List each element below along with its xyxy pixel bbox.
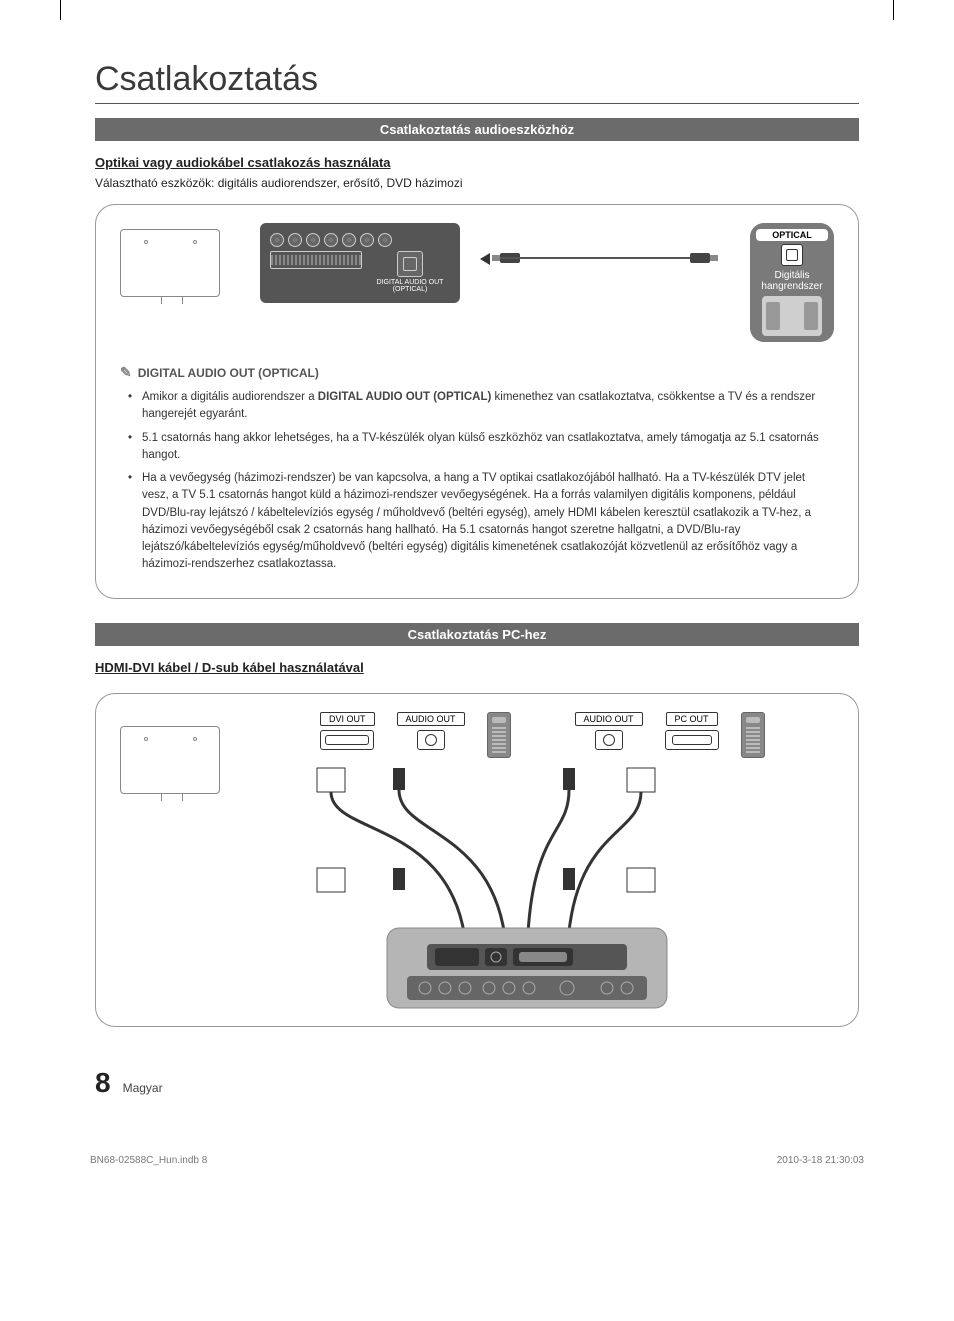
subhead-optical: Optikai vagy audiokábel csatlakozás hasz… bbox=[95, 155, 859, 170]
page-number: 8 bbox=[95, 1067, 111, 1099]
side-panel-icon bbox=[741, 712, 765, 758]
dvi-port-icon bbox=[320, 730, 374, 750]
section-banner-audio: Csatlakoztatás audioeszközhöz bbox=[95, 118, 859, 141]
pc-out-port-icon bbox=[665, 730, 719, 750]
page-content: Csatlakoztatás Csatlakoztatás audioeszkö… bbox=[0, 30, 954, 1129]
notes-title: ✎ DIGITAL AUDIO OUT (OPTICAL) bbox=[120, 364, 834, 381]
port-circle-icon: ○ bbox=[378, 233, 392, 247]
note-item: Amikor a digitális audiorendszer a DIGIT… bbox=[142, 389, 834, 424]
audio-system-thumb-icon bbox=[762, 296, 822, 336]
port-label-audio2: AUDIO OUT bbox=[575, 712, 643, 726]
optical-cable-icon bbox=[500, 251, 710, 265]
print-datetime: 2010-3-18 21:30:03 bbox=[777, 1155, 864, 1166]
port-circle-icon: ○ bbox=[324, 233, 338, 247]
optical-port-icon bbox=[397, 251, 423, 277]
port-circle-icon: ○ bbox=[342, 233, 356, 247]
notes-list: Amikor a digitális audiorendszer a DIGIT… bbox=[120, 389, 834, 574]
optical-socket-icon bbox=[781, 244, 803, 266]
tv-back-panel: ○ ○ ○ ○ ○ ○ ○ DIGITAL AUDIO OUT (OPTICAL… bbox=[260, 223, 460, 303]
language-label: Magyar bbox=[123, 1081, 163, 1095]
body-optical: Választható eszközök: digitális audioren… bbox=[95, 176, 859, 190]
scart-port-icon bbox=[270, 251, 362, 269]
crop-marks bbox=[0, 0, 954, 30]
note-item: 5.1 csatornás hang akkor lehetséges, ha … bbox=[142, 430, 834, 465]
diagram-audio: ○ ○ ○ ○ ○ ○ ○ DIGITAL AUDIO OUT (OPTICAL… bbox=[95, 204, 859, 599]
port-circle-icon: ○ bbox=[306, 233, 320, 247]
system-label: Digitális hangrendszer bbox=[756, 270, 828, 292]
port-label-pcout: PC OUT bbox=[666, 712, 718, 726]
tv-icon bbox=[120, 229, 220, 297]
note-item: Ha a vevőegység (házimozi-rendszer) be v… bbox=[142, 470, 834, 574]
port-circle-icon: ○ bbox=[270, 233, 284, 247]
page-title: Csatlakoztatás bbox=[95, 60, 859, 104]
notes-title-text: DIGITAL AUDIO OUT (OPTICAL) bbox=[138, 366, 319, 380]
optical-label: OPTICAL bbox=[756, 229, 828, 241]
optical-port-label: DIGITAL AUDIO OUT (OPTICAL) bbox=[370, 279, 450, 293]
port-circle-icon: ○ bbox=[360, 233, 374, 247]
tv-icon bbox=[120, 726, 220, 794]
print-footer: BN68-02588C_Hun.indb 8 2010-3-18 21:30:0… bbox=[0, 1149, 954, 1186]
note-bold: DIGITAL AUDIO OUT (OPTICAL) bbox=[318, 391, 492, 403]
port-label-dvi: DVI OUT bbox=[320, 712, 375, 726]
page-footer: 8 Magyar bbox=[95, 1067, 859, 1099]
cable-diagram-icon bbox=[260, 758, 834, 1018]
section-banner-pc: Csatlakoztatás PC-hez bbox=[95, 623, 859, 646]
audio-system-box: OPTICAL Digitális hangrendszer bbox=[750, 223, 834, 342]
side-panel-icon bbox=[487, 712, 511, 758]
audio-port-icon bbox=[595, 730, 623, 750]
port-circle-icon: ○ bbox=[288, 233, 302, 247]
diagram-pc: DVI OUT AUDIO OUT AUDIO OUT PC OUT bbox=[95, 693, 859, 1027]
note-icon: ✎ bbox=[120, 364, 132, 381]
port-label-audio1: AUDIO OUT bbox=[397, 712, 465, 726]
print-file: BN68-02588C_Hun.indb 8 bbox=[90, 1155, 207, 1166]
audio-port-icon bbox=[417, 730, 445, 750]
subhead-pc: HDMI-DVI kábel / D-sub kábel használatáv… bbox=[95, 660, 859, 675]
